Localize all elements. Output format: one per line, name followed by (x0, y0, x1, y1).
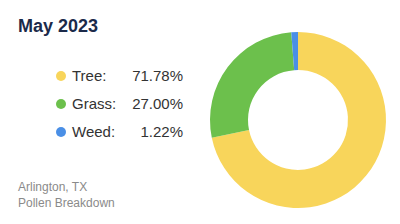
legend-swatch (56, 99, 66, 109)
legend-label: Grass: (72, 95, 116, 112)
chart: May 2023 Tree: 71.78% Grass: 27.00% Weed: 1.22… (0, 0, 400, 224)
legend-swatch (56, 71, 66, 81)
slice (291, 32, 298, 70)
legend: Tree: 71.78% Grass: 27.00% Weed: 1.22% (56, 67, 183, 140)
title: May 2023 (18, 16, 98, 36)
annotation: Arlington, TX (18, 180, 87, 194)
legend-value: 1.22% (140, 123, 183, 140)
donut (210, 32, 386, 208)
legend-value: 27.00% (132, 95, 183, 112)
annotation: Pollen Breakdown (18, 196, 115, 210)
slice (210, 32, 294, 137)
legend-value: 71.78% (132, 67, 183, 84)
legend-label: Tree: (72, 67, 106, 84)
legend-swatch (56, 127, 66, 137)
legend-label: Weed: (72, 123, 115, 140)
